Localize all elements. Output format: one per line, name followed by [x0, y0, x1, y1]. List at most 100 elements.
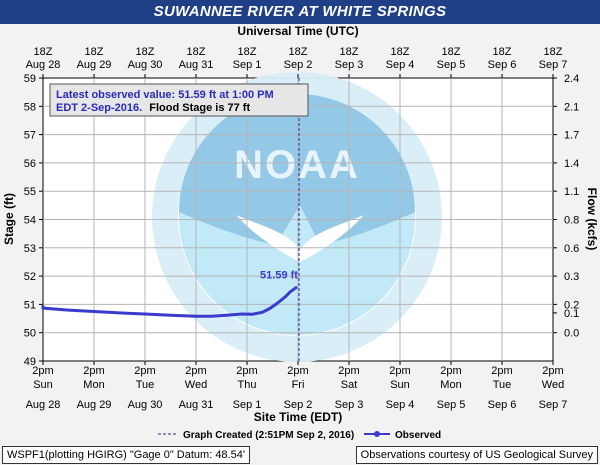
bottom-tick-date: Sep 4	[386, 399, 415, 411]
bottom-tick-time: 2pm	[83, 365, 104, 377]
top-tick-hour: 18Z	[238, 46, 257, 58]
legend-observed-marker	[374, 431, 380, 437]
latest-value-info-box: Latest observed value: 51.59 ft at 1:00 …	[49, 83, 309, 117]
top-tick-hour: 18Z	[136, 46, 155, 58]
bottom-tick-weekday: Tue	[136, 379, 155, 391]
top-tick-day: Sep 2	[284, 59, 313, 71]
bottom-tick-date: Sep 6	[488, 399, 517, 411]
left-tick-label: 55	[24, 186, 36, 198]
top-tick-hour: 18Z	[187, 46, 206, 58]
top-tick-day: Sep 6	[488, 59, 517, 71]
legend: Graph Created (2:51PM Sep 2, 2016) Obser…	[158, 430, 441, 441]
noaa-watermark-text: NOAA	[234, 143, 360, 187]
left-tick-label: 51	[24, 299, 36, 311]
left-tick-label: 53	[24, 243, 36, 255]
left-tick-label: 58	[24, 101, 36, 113]
right-tick-label: 0.0	[564, 328, 579, 340]
top-tick-day: Aug 31	[179, 59, 214, 71]
bottom-tick-time: 2pm	[542, 365, 563, 377]
top-tick-day: Aug 30	[128, 59, 163, 71]
right-tick-labels: 0.0 0.10.2 0.3 0.6 0.8 1.1 1.4 1.7 2.1 2.4	[553, 73, 579, 340]
observations-credit: Observations courtesy of US Geological S…	[355, 446, 598, 464]
top-tick-day: Sep 7	[539, 59, 568, 71]
right-tick-label: 0.6	[564, 243, 579, 255]
bottom-tick-date: Aug 31	[179, 399, 214, 411]
bottom-tick-weekday: Wed	[185, 379, 207, 391]
top-tick-hour: 18Z	[544, 46, 563, 58]
right-tick-label: 2.1	[564, 101, 579, 113]
observed-series-line	[41, 286, 298, 318]
bottom-tick-date: Sep 1	[233, 399, 262, 411]
bottom-tick-date: Aug 30	[128, 399, 163, 411]
bottom-tick-date: Sep 2	[284, 399, 313, 411]
bottom-tick-weekday: Wed	[542, 379, 564, 391]
bottom-tick-time: 2pm	[440, 365, 461, 377]
left-tick-label: 52	[24, 271, 36, 283]
bottom-tick-time: 2pm	[185, 365, 206, 377]
right-tick-label: 0.1	[564, 308, 579, 320]
legend-graph-created-label: Graph Created (2:51PM Sep 2, 2016)	[183, 430, 354, 441]
left-tick-label: 57	[24, 130, 36, 142]
left-tick-labels: 49 50 51 52 53 54 55 56 57 58 59	[24, 73, 43, 368]
top-tick-hour: 18Z	[442, 46, 461, 58]
bottom-tick-weekday: Sun	[33, 379, 53, 391]
bottom-tick-time: 2pm	[338, 365, 359, 377]
top-tick-hour: 18Z	[34, 46, 53, 58]
gage-datum-note: WSPF1(plotting HGIRG) "Gage 0" Datum: 48…	[2, 446, 250, 464]
top-tick-day: Sep 5	[437, 59, 466, 71]
bottom-tick-labels: 2pm Sun Aug 28 2pm Mon Aug 29 2pm Tue Aug 30 2pm W…	[26, 361, 568, 411]
right-tick-label: 1.4	[564, 158, 579, 170]
top-tick-day: Sep 1	[233, 59, 262, 71]
bottom-tick-weekday: Mon	[83, 379, 104, 391]
bottom-tick-weekday: Sat	[341, 379, 358, 391]
info-box-line2-flood: Flood Stage is 77 ft	[149, 102, 250, 114]
svg-text:EDT 2-Sep-2016. Flood St: EDT 2-Sep-2016. Flood Stage is 77 ft	[56, 102, 250, 114]
info-box-line2-date: EDT 2-Sep-2016.	[56, 102, 142, 114]
top-tick-day: Aug 28	[26, 59, 61, 71]
bottom-tick-weekday: Sun	[390, 379, 410, 391]
top-tick-hour: 18Z	[85, 46, 104, 58]
latest-value-label: 51.59 ft	[260, 270, 298, 282]
right-tick-label: 0.2	[564, 299, 579, 311]
top-tick-day: Sep 4	[386, 59, 415, 71]
bottom-tick-weekday: Thu	[238, 379, 257, 391]
left-tick-label: 59	[24, 73, 36, 85]
top-tick-hour: 18Z	[391, 46, 410, 58]
right-tick-label: 0.3	[564, 271, 579, 283]
noaa-watermark: NOAA	[152, 72, 442, 362]
bottom-tick-time: 2pm	[134, 365, 155, 377]
bottom-tick-time: 2pm	[236, 365, 257, 377]
chart-title: SUWANNEE RIVER AT WHITE SPRINGS	[0, 0, 600, 24]
top-tick-hour: 18Z	[340, 46, 359, 58]
right-tick-label: 0.8	[564, 215, 579, 227]
left-tick-label: 54	[24, 215, 36, 227]
bottom-tick-time: 2pm	[389, 365, 410, 377]
left-tick-label: 56	[24, 158, 36, 170]
top-tick-hour: 18Z	[289, 46, 308, 58]
top-tick-hour: 18Z	[493, 46, 512, 58]
bottom-tick-time: 2pm	[32, 365, 53, 377]
bottom-tick-date: Sep 7	[539, 399, 568, 411]
info-box-line1: Latest observed value: 51.59 ft at 1:00 …	[56, 89, 274, 101]
right-tick-label: 1.1	[564, 186, 579, 198]
top-tick-day: Aug 29	[77, 59, 112, 71]
bottom-tick-time: 2pm	[491, 365, 512, 377]
right-axis-title: Flow (kcfs)	[585, 188, 599, 251]
bottom-tick-time: 2pm	[287, 365, 308, 377]
legend-observed-label: Observed	[395, 430, 441, 441]
bottom-tick-weekday: Mon	[440, 379, 461, 391]
bottom-axis-title: Site Time (EDT)	[254, 410, 342, 424]
bottom-tick-date: Aug 28	[26, 399, 61, 411]
left-axis-title: Stage (ft)	[2, 193, 16, 245]
bottom-tick-weekday: Tue	[493, 379, 512, 391]
bottom-tick-date: Aug 29	[77, 399, 112, 411]
top-tick-day: Sep 3	[335, 59, 364, 71]
right-tick-label: 1.7	[564, 130, 579, 142]
bottom-tick-date: Sep 5	[437, 399, 466, 411]
left-tick-label: 50	[24, 328, 36, 340]
right-tick-label: 2.4	[564, 73, 579, 85]
left-tick-label: 49	[24, 356, 36, 368]
top-axis-title: Universal Time (UTC)	[237, 24, 358, 38]
